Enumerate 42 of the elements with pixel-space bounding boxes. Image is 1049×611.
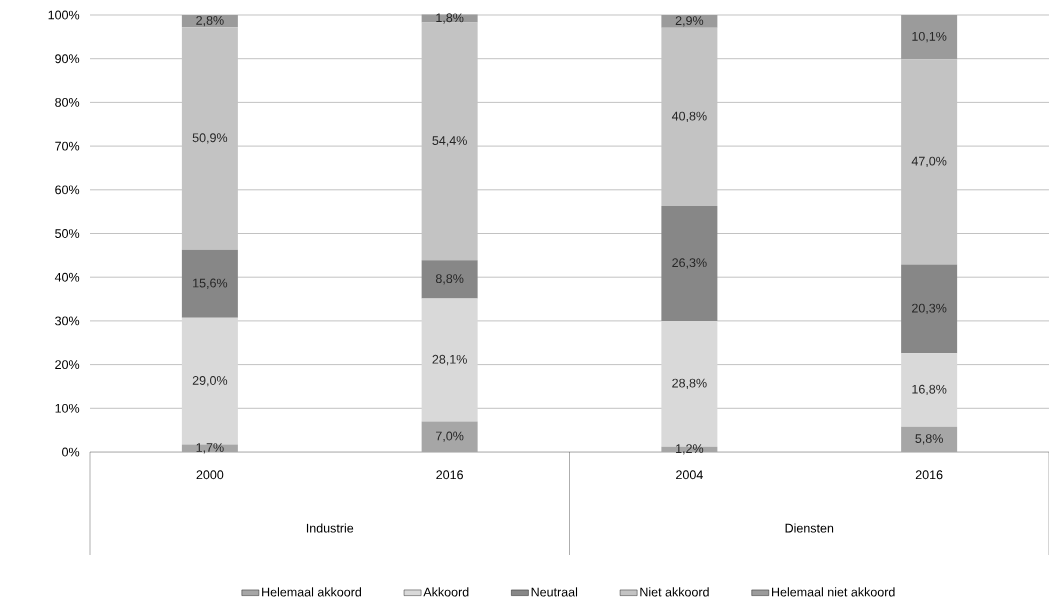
y-tick-label: 90%	[55, 54, 80, 64]
data-label: 16,8%	[912, 384, 947, 396]
data-label: 47,0%	[911, 156, 947, 167]
data-label: 8,8%	[435, 274, 464, 285]
data-label: 10,1%	[912, 31, 947, 43]
legend-label: Helemaal niet akkoord	[772, 587, 895, 597]
data-label: 7,0%	[436, 431, 464, 442]
y-tick-label: 60%	[55, 185, 80, 195]
data-label: 20,3%	[912, 303, 947, 315]
data-label: 50,9%	[192, 133, 228, 144]
legend-label: Niet akkoord	[640, 587, 709, 597]
data-label: 2,9%	[675, 16, 704, 27]
y-tick-label: 100%	[48, 10, 80, 20]
y-tick-label: 10%	[55, 403, 80, 413]
legend-label: Neutraal	[531, 587, 578, 597]
data-label: 29,0%	[192, 376, 228, 387]
y-tick-label: 40%	[54, 272, 80, 282]
text: Diensten	[785, 523, 834, 533]
data-label: 26,3%	[672, 258, 707, 269]
legend-label: Helemaal akkoord	[262, 587, 362, 597]
data-label: 15,6%	[193, 278, 228, 289]
y-tick-label: 30%	[55, 316, 80, 326]
data-label: 2,8%	[196, 15, 224, 27]
data-label: 54,4%	[432, 136, 467, 147]
y-tick-label: 50%	[55, 229, 80, 238]
text: Industrie	[306, 523, 354, 533]
y-tick-label: 70%	[55, 141, 80, 151]
x-tick-label: 2016	[436, 470, 463, 480]
data-label: 5,8%	[915, 434, 943, 445]
data-label: 40,8%	[671, 111, 707, 122]
x-tick-label: 2016	[915, 470, 943, 480]
data-label: 1,2%	[676, 444, 704, 455]
x-tick-label: 2004	[676, 470, 703, 480]
data-label: 28,8%	[672, 378, 707, 389]
data-label: 1,7%	[196, 443, 224, 454]
data-label: 1,8%	[436, 13, 464, 24]
y-tick-label: 0%	[62, 447, 80, 457]
legend-label: Akkoord	[423, 587, 469, 597]
y-tick-label: 80%	[55, 97, 80, 107]
data-label: 28,1%	[432, 354, 467, 366]
x-tick-label: 2000	[196, 470, 224, 480]
y-tick-label: 20%	[55, 360, 80, 370]
